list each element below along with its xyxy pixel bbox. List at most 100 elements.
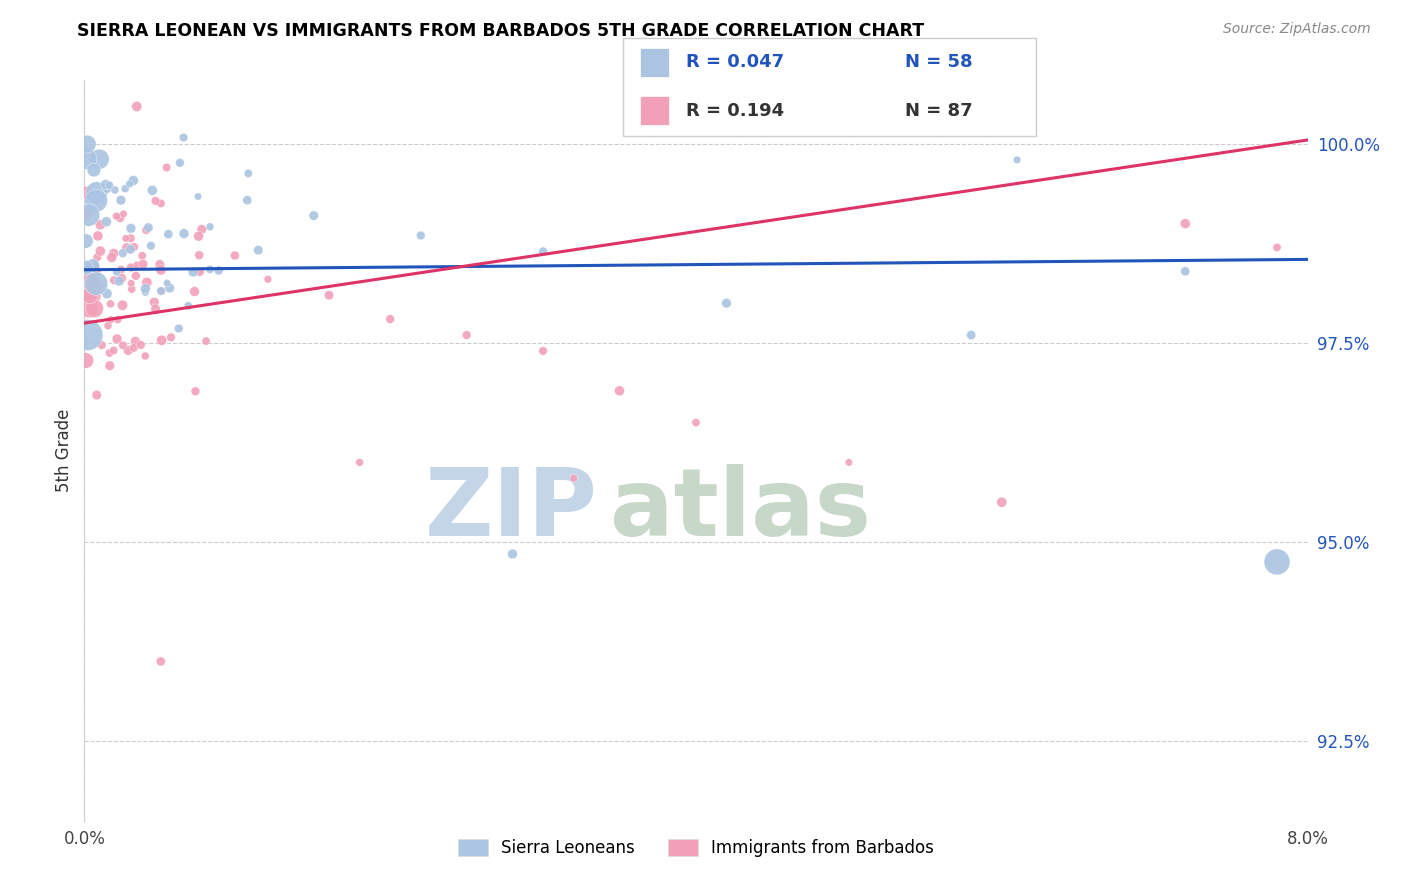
Point (90, 338, 112, 352)
Point (114, 231, 136, 245)
Point (86, 388, 108, 402)
Point (89, 244, 111, 258)
Point (149, 257, 172, 271)
Point (183, 285, 205, 299)
Point (562, 471, 585, 485)
Point (609, 384, 631, 398)
Point (134, 282, 156, 296)
Point (139, 238, 162, 252)
Point (238, 166, 260, 180)
Point (112, 207, 135, 221)
Point (184, 384, 207, 399)
Point (177, 299, 200, 313)
Point (125, 268, 148, 283)
Point (173, 227, 195, 241)
Text: R = 0.194: R = 0.194 (686, 102, 785, 120)
Point (1174, 264, 1197, 278)
FancyBboxPatch shape (623, 37, 1036, 136)
Point (247, 243, 270, 257)
Point (108, 211, 131, 225)
Point (145, 301, 167, 316)
Point (96, 182, 118, 196)
Point (150, 333, 173, 347)
Point (75, 353, 97, 368)
Point (120, 231, 142, 245)
Point (107, 312, 129, 326)
Point (157, 227, 180, 242)
Point (79, 288, 101, 302)
Point (76, 328, 98, 343)
Point (134, 349, 156, 363)
Point (685, 416, 707, 430)
Point (87, 228, 110, 243)
Point (75, 260, 97, 275)
Point (531, 343, 554, 358)
Point (111, 271, 134, 285)
Point (198, 262, 221, 277)
Point (207, 263, 229, 277)
Point (120, 221, 142, 235)
Point (96, 215, 118, 229)
Point (149, 196, 172, 211)
Point (502, 547, 524, 561)
Text: Source: ZipAtlas.com: Source: ZipAtlas.com (1223, 22, 1371, 37)
Point (98, 359, 121, 373)
Point (160, 330, 183, 344)
Point (103, 343, 125, 358)
Point (94, 178, 117, 192)
Point (111, 246, 134, 260)
Point (121, 282, 143, 296)
Point (124, 334, 146, 349)
Point (173, 130, 195, 145)
Point (167, 321, 190, 335)
Point (80, 264, 103, 278)
Point (716, 296, 738, 310)
Point (110, 262, 132, 277)
Point (104, 183, 127, 197)
Bar (640, 48, 669, 77)
Point (79, 302, 101, 317)
Point (75, 186, 97, 200)
Point (120, 277, 142, 291)
Point (224, 248, 246, 262)
Point (122, 240, 145, 254)
Point (318, 288, 340, 302)
Point (188, 265, 211, 279)
Point (100, 251, 122, 265)
Text: N = 58: N = 58 (905, 54, 973, 71)
Point (84, 194, 107, 208)
Point (115, 241, 138, 255)
Point (135, 223, 157, 237)
Point (108, 274, 131, 288)
Point (77, 208, 100, 222)
Point (991, 495, 1014, 509)
Point (198, 219, 221, 234)
Point (145, 194, 167, 208)
Point (103, 246, 125, 260)
Point (960, 328, 983, 343)
Point (159, 281, 181, 295)
Point (84, 278, 107, 293)
Point (110, 193, 132, 207)
Point (187, 189, 209, 203)
Point (103, 273, 125, 287)
Point (76, 137, 98, 152)
Point (190, 222, 212, 236)
Point (1265, 555, 1288, 569)
Point (98, 178, 121, 193)
Point (1005, 153, 1028, 167)
Point (105, 332, 128, 346)
Point (129, 338, 152, 352)
Point (118, 177, 141, 191)
Point (86, 186, 108, 200)
Point (84, 277, 107, 291)
Legend: Sierra Leoneans, Immigrants from Barbados: Sierra Leoneans, Immigrants from Barbado… (451, 832, 941, 864)
Point (79, 290, 101, 304)
Point (111, 338, 134, 352)
Point (149, 284, 172, 298)
Point (156, 276, 179, 290)
Point (187, 229, 209, 244)
Point (120, 260, 142, 275)
Point (135, 276, 157, 290)
Point (98, 346, 121, 360)
